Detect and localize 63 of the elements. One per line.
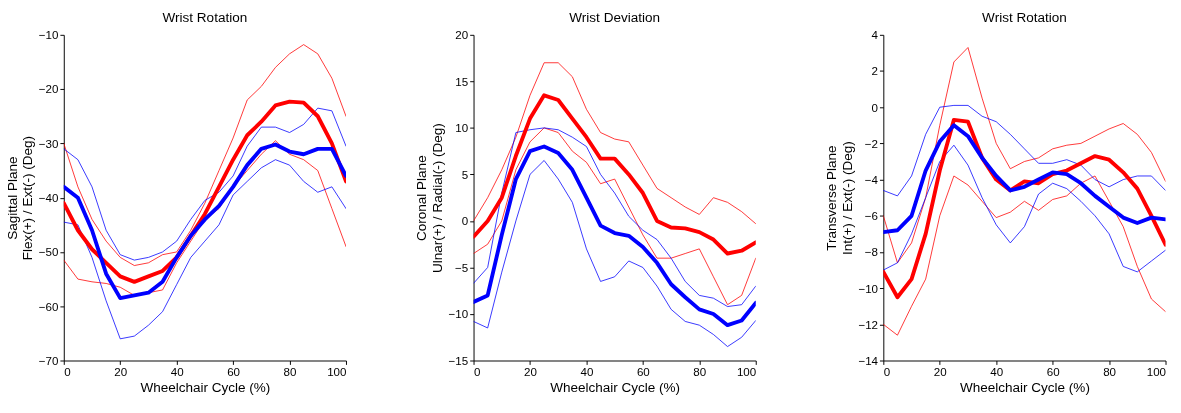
line-series	[883, 47, 1166, 264]
y-tick-label: −14	[858, 354, 879, 367]
y-tick-label: −40	[38, 192, 59, 205]
line-series	[63, 159, 346, 340]
line-series	[473, 93, 756, 256]
x-tick-label: 80	[1103, 365, 1117, 378]
x-tick-label: 0	[883, 365, 891, 378]
line-series	[883, 123, 1166, 234]
x-tick-label: 40	[990, 365, 1004, 378]
x-tick-label: 40	[170, 365, 184, 378]
x-axis-title: Wheelchair Cycle (%)	[140, 379, 271, 395]
y-axis-title: Coronal Plane Ulnar(+) / Radial(-) (Deg)	[414, 123, 445, 274]
line-series	[63, 107, 346, 261]
y-tick-label: −6	[864, 210, 879, 223]
x-axis-title: Wheelchair Cycle (%)	[959, 379, 1090, 395]
y-tick-label: −2	[864, 137, 879, 150]
x-tick-label: 80	[693, 365, 707, 378]
y-tick-label: 5	[461, 168, 469, 181]
line-series	[883, 144, 1166, 273]
chart-title: Wrist Deviation	[569, 10, 660, 26]
y-tick-label: −70	[38, 354, 59, 367]
x-tick-label: 20	[933, 365, 947, 378]
chart-title: Wrist Rotation	[982, 10, 1067, 26]
x-tick-label: 20	[524, 365, 537, 378]
line-series	[473, 160, 756, 347]
x-tick-label: 60	[227, 365, 241, 378]
y-tick-label: 2	[871, 65, 879, 78]
x-tick-label: 20	[114, 365, 128, 378]
chart-title: Wrist Rotation	[162, 10, 248, 26]
line-series	[883, 175, 1166, 336]
y-tick-label: −10	[448, 308, 469, 321]
x-tick-label: 80	[283, 365, 297, 378]
y-tick-label: −4	[864, 173, 879, 186]
y-tick-label: −20	[38, 83, 59, 96]
y-tick-label: 0	[871, 101, 879, 114]
line-series	[473, 62, 756, 225]
x-tick-label: 0	[474, 365, 481, 378]
y-tick-label: 20	[455, 29, 469, 42]
x-tick-label: 100	[736, 365, 757, 378]
x-tick-label: 0	[64, 365, 71, 378]
y-tick-label: −15	[448, 354, 469, 367]
x-tick-label: 60	[1046, 365, 1060, 378]
y-axis-title: Transverse Plane Int(+) / Ext(-) (Deg)	[824, 141, 855, 256]
y-tick-label: 0	[461, 215, 469, 228]
y-tick-label: −30	[38, 137, 59, 150]
y-tick-label: −10	[38, 29, 59, 42]
y-tick-label: −5	[455, 261, 469, 274]
y-tick-label: 4	[871, 29, 879, 42]
y-tick-label: −12	[858, 318, 879, 331]
x-tick-label: 100	[327, 365, 347, 378]
y-tick-label: −10	[858, 282, 879, 295]
y-tick-label: 10	[455, 122, 469, 135]
y-tick-label: −60	[38, 300, 59, 313]
line-series	[473, 144, 756, 328]
x-tick-label: 100	[1146, 365, 1167, 378]
line-series	[883, 105, 1166, 197]
y-axis-title: Sagittal Plane Flex(+) / Ext(-) (Deg)	[4, 136, 36, 261]
x-tick-label: 60	[636, 365, 650, 378]
x-axis-title: Wheelchair Cycle (%)	[550, 379, 681, 395]
y-tick-label: 15	[455, 75, 469, 88]
x-tick-label: 40	[580, 365, 594, 378]
y-tick-label: −8	[864, 246, 879, 259]
y-tick-label: −50	[38, 246, 59, 259]
